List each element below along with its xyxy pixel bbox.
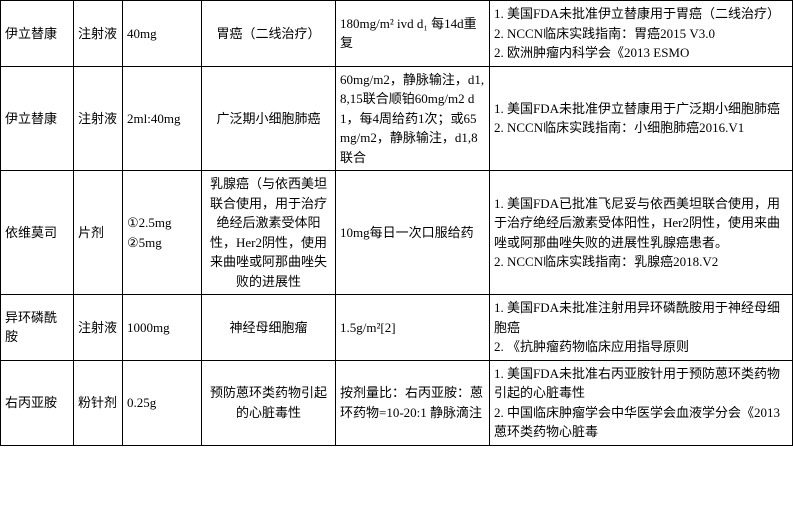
cell-drug: 右丙亚胺 — [1, 360, 74, 445]
cell-dosage: 60mg/m2，静脉输注，d1,8,15联合顺铂60mg/m2 d1，每4周给药… — [336, 66, 490, 171]
cell-spec: 40mg — [123, 1, 202, 67]
cell-drug: 依维莫司 — [1, 171, 74, 295]
cell-dosage: 10mg每日一次口服给药 — [336, 171, 490, 295]
cell-indication: 神经母细胞瘤 — [202, 295, 336, 361]
table-row: 异环磷酰胺注射液1000mg神经母细胞瘤1.5g/m²[2]1. 美国FDA未批… — [1, 295, 793, 361]
cell-spec: 0.25g — [123, 360, 202, 445]
cell-basis: 1. 美国FDA未批准伊立替康用于胃癌（二线治疗）2. NCCN临床实践指南：胃… — [490, 1, 793, 67]
cell-dosage: 1.5g/m²[2] — [336, 295, 490, 361]
cell-indication: 广泛期小细胞肺癌 — [202, 66, 336, 171]
cell-form: 注射液 — [74, 66, 123, 171]
cell-basis: 1. 美国FDA未批准注射用异环磷酰胺用于神经母细胞癌2. 《抗肿瘤药物临床应用… — [490, 295, 793, 361]
cell-form: 粉针剂 — [74, 360, 123, 445]
table-row: 右丙亚胺粉针剂0.25g预防蒽环类药物引起的心脏毒性按剂量比：右丙亚胺：蒽环药物… — [1, 360, 793, 445]
cell-form: 片剂 — [74, 171, 123, 295]
cell-indication: 胃癌（二线治疗） — [202, 1, 336, 67]
cell-basis: 1. 美国FDA未批准右丙亚胺针用于预防蒽环类药物引起的心脏毒性2. 中国临床肿… — [490, 360, 793, 445]
table-row: 伊立替康注射液2ml:40mg广泛期小细胞肺癌60mg/m2，静脉输注，d1,8… — [1, 66, 793, 171]
cell-drug: 伊立替康 — [1, 1, 74, 67]
cell-spec: ①2.5mg②5mg — [123, 171, 202, 295]
cell-drug: 伊立替康 — [1, 66, 74, 171]
table-row: 依维莫司片剂①2.5mg②5mg乳腺癌（与依西美坦联合使用，用于治疗绝经后激素受… — [1, 171, 793, 295]
cell-form: 注射液 — [74, 1, 123, 67]
cell-indication: 预防蒽环类药物引起的心脏毒性 — [202, 360, 336, 445]
cell-dosage: 180mg/m² ivd d₁ 每14d重复 — [336, 1, 490, 67]
drug-table-body: 伊立替康注射液40mg胃癌（二线治疗）180mg/m² ivd d₁ 每14d重… — [1, 1, 793, 446]
cell-basis: 1. 美国FDA已批准飞尼妥与依西美坦联合使用，用于治疗绝经后激素受体阳性，He… — [490, 171, 793, 295]
cell-form: 注射液 — [74, 295, 123, 361]
drug-table: 伊立替康注射液40mg胃癌（二线治疗）180mg/m² ivd d₁ 每14d重… — [0, 0, 793, 446]
cell-spec: 1000mg — [123, 295, 202, 361]
cell-spec: 2ml:40mg — [123, 66, 202, 171]
table-row: 伊立替康注射液40mg胃癌（二线治疗）180mg/m² ivd d₁ 每14d重… — [1, 1, 793, 67]
cell-dosage: 按剂量比：右丙亚胺：蒽环药物=10-20:1 静脉滴注 — [336, 360, 490, 445]
cell-indication: 乳腺癌（与依西美坦联合使用，用于治疗绝经后激素受体阳性，Her2阴性，使用来曲唑… — [202, 171, 336, 295]
cell-basis: 1. 美国FDA未批准伊立替康用于广泛期小细胞肺癌2. NCCN临床实践指南：小… — [490, 66, 793, 171]
cell-drug: 异环磷酰胺 — [1, 295, 74, 361]
